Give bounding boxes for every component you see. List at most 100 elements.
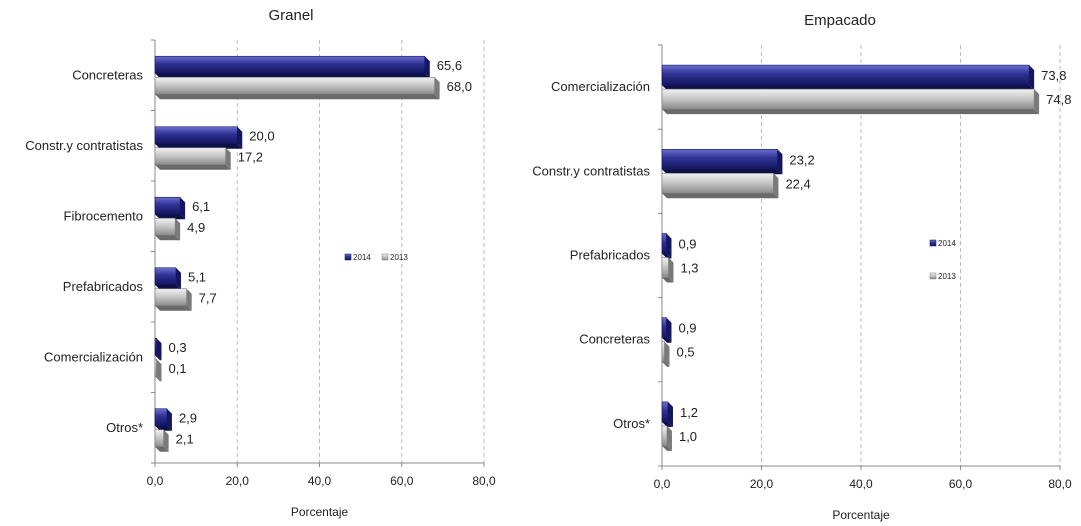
bar-side [668,257,674,283]
bar-front [154,55,426,74]
bar-2013 [154,217,181,241]
bar-2014 [154,408,172,431]
x-tick-label: 80,0 [472,474,496,488]
legend-swatch-2013 [381,253,389,261]
bar-side [175,218,181,241]
bar-bottom [662,253,672,259]
value-label: 1,0 [679,429,697,444]
bar-bottom [155,94,440,100]
bar-side [667,401,673,427]
bar-2013 [154,358,162,382]
bar-bottom [155,305,192,311]
x-axis-label: Porcentaje [832,508,890,522]
bar-side [434,77,440,100]
bar-side [1034,89,1040,115]
bar-2014 [661,149,783,175]
category-label: Comercialización [551,79,650,94]
bar-front [154,217,176,236]
x-axis-label: Porcentaje [291,505,349,519]
category-label: Fibrocemento [64,208,143,223]
bar-front [661,173,774,194]
bar-2013 [661,257,674,283]
bar-bottom [662,421,673,427]
bar-side [156,338,162,361]
x-tick-label: 80,0 [1048,477,1072,491]
chart-empacado: Empacado 0,0 20,0 40,0 60,0 80,0 Porcentaje Com… [532,12,1072,522]
bar-side [175,267,181,290]
bar-side [666,317,672,343]
bar-2014 [154,267,181,290]
bar-side [664,341,670,367]
bar-2014 [661,64,1035,91]
bar-front [661,64,1030,86]
bar-2014 [154,55,430,79]
chart-granel: Granel 0,0 20,0 40,0 60,0 80,0 Porcentaje Concr… [25,7,496,519]
legend-label-2013: 2013 [938,272,956,281]
legend-label-2013: 2013 [390,253,408,262]
bar-side [237,126,243,149]
bar-front [661,233,667,254]
bar-bottom [662,337,672,343]
bar-2014 [154,126,243,149]
bar-side [156,359,162,382]
bar-front [154,337,157,356]
bar-bottom [662,277,674,283]
bar-side [163,429,169,452]
x-tick-label: 0,0 [147,474,164,488]
value-label: 73,8 [1041,68,1066,83]
category-label: Constr.y contratistas [532,163,650,178]
value-label: 0,5 [676,345,694,360]
x-tick-label: 40,0 [849,477,873,491]
value-label: 5,1 [188,269,206,284]
bar-front [154,429,164,448]
value-label: 17,2 [238,149,263,164]
bar-2013 [154,76,440,100]
bar-front [661,88,1035,110]
bar-side [777,149,783,175]
category-label: Comercialización [44,349,143,364]
bar-side [186,288,192,311]
bar-front [154,408,168,427]
bar-2013 [661,173,779,199]
x-tick-label: 60,0 [390,474,414,488]
bar-bottom [662,193,779,199]
value-label: 0,9 [678,321,696,336]
bar-2013 [154,429,169,452]
x-tick-label: 20,0 [750,477,774,491]
legend: 2014 2013 [344,253,408,262]
bar-side [773,173,779,199]
x-tick-label: 0,0 [654,477,671,491]
value-label: 74,8 [1046,92,1071,107]
bar-bottom [155,376,162,382]
bar-front [154,196,181,215]
bar-front [154,147,227,166]
bar-2013 [154,288,192,311]
bar-2014 [661,233,672,259]
bar-2014 [661,317,672,343]
legend-swatch-2014 [929,239,937,247]
value-label: 7,7 [199,290,217,305]
legend-swatch-2013 [929,272,937,280]
x-tick-label: 40,0 [308,474,332,488]
bar-2013 [154,147,231,170]
bar-2013 [661,88,1040,115]
chart-title: Empacado [804,12,876,29]
bar-front [154,288,187,307]
bar-front [154,76,435,95]
bar-bottom [662,445,672,451]
category-label: Constr.y contratistas [25,138,143,153]
bar-side [166,408,172,431]
bar-side [225,147,231,170]
value-label: 20,0 [249,128,274,143]
value-label: 2,9 [179,410,197,425]
bar-front [661,341,665,363]
value-label: 0,9 [678,237,696,252]
bar-bottom [662,109,1040,115]
bar-front [154,126,238,145]
chart-title: Granel [268,7,313,24]
bar-2013 [661,425,672,451]
bar-2013 [661,341,670,367]
value-label: 65,6 [437,58,462,73]
bar-side [424,56,430,79]
